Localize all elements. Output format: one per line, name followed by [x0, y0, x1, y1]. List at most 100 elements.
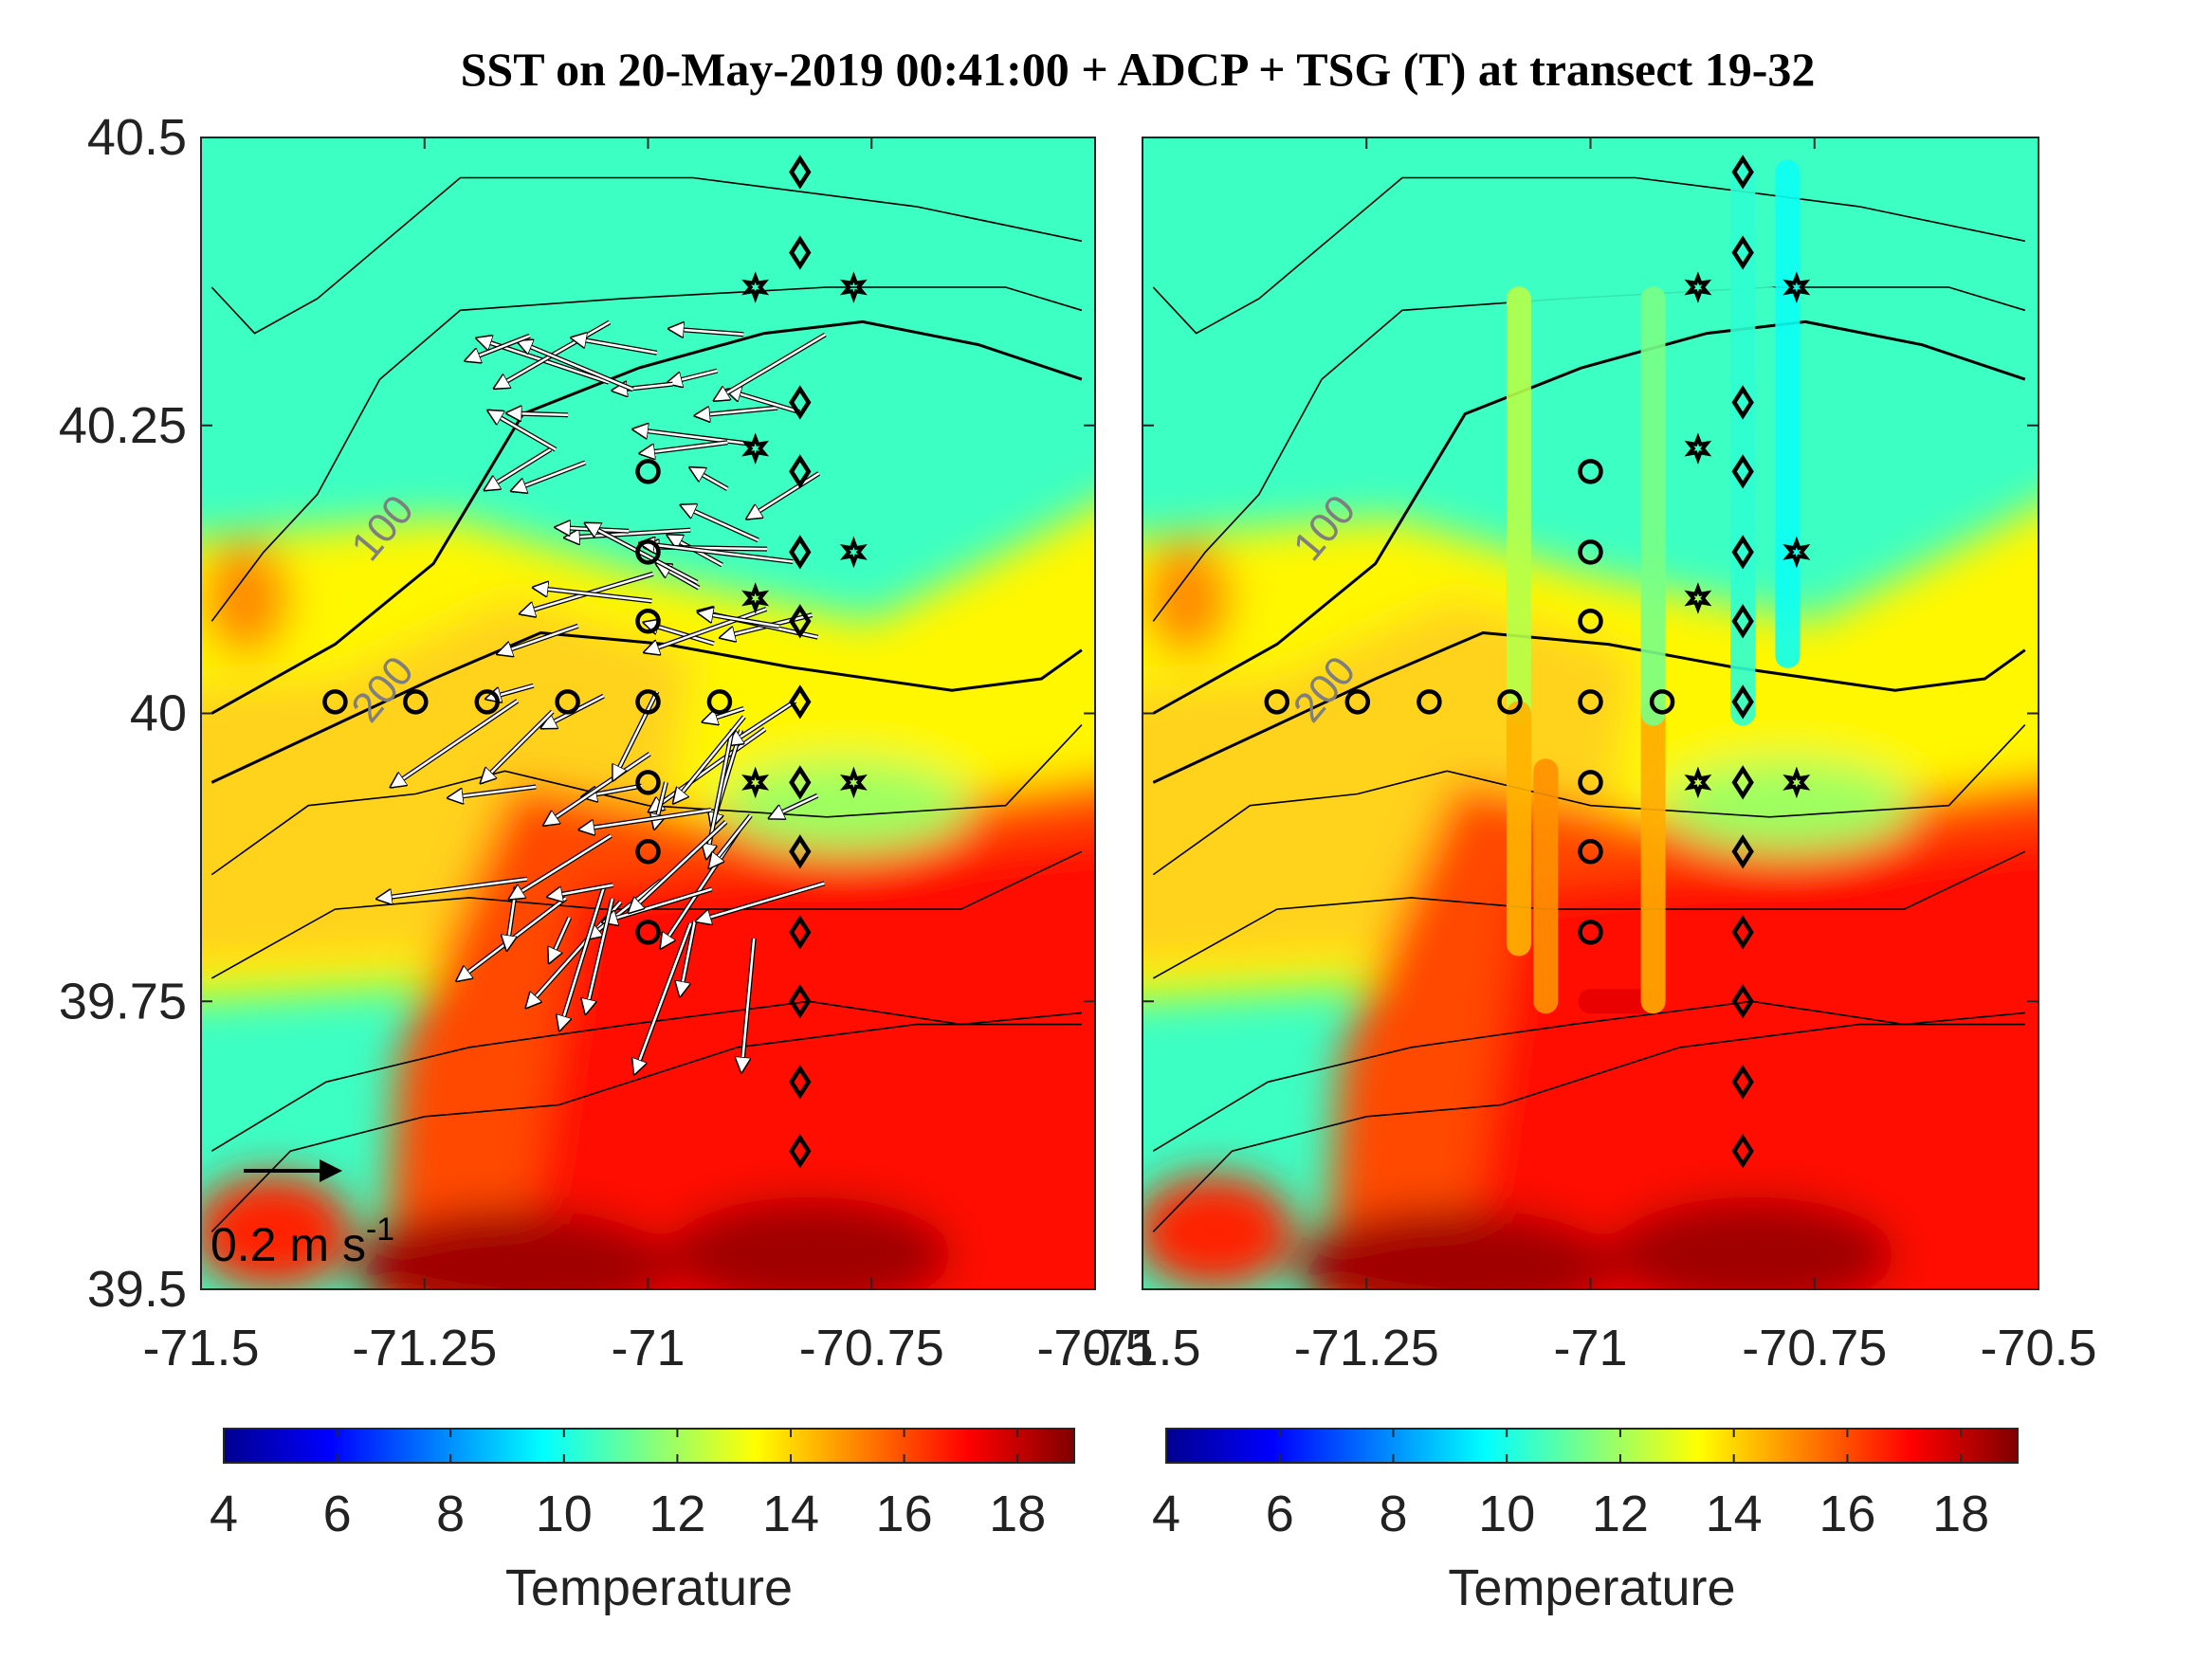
adcp-vector — [588, 879, 663, 939]
station-diamond — [1731, 604, 1754, 639]
sst-hot-spot — [1143, 1174, 1295, 1289]
station-circle — [635, 839, 661, 865]
adcp-vector — [657, 564, 700, 590]
station-circle — [635, 920, 661, 945]
station-star — [1782, 536, 1811, 569]
x-tick-label: -71.25 — [1294, 1320, 1439, 1376]
adcp-vector — [510, 834, 612, 899]
station-circle — [1497, 689, 1523, 715]
station-diamond — [1731, 454, 1754, 489]
adcp-vector — [378, 878, 528, 899]
isobath-line — [210, 850, 1083, 979]
station-star — [741, 432, 770, 465]
isobath-line — [210, 286, 1083, 622]
colorbar-gradient — [1165, 1428, 2019, 1464]
station-diamond — [1731, 1065, 1754, 1100]
adcp-vector — [641, 543, 794, 563]
isobath-line — [210, 724, 1083, 876]
adcp-vector — [674, 716, 745, 802]
adcp-vector — [580, 809, 712, 830]
station-diamond — [789, 984, 812, 1019]
colorbar-tick-label: 18 — [1932, 1486, 1989, 1542]
x-tick-label: -71 — [611, 1320, 685, 1376]
adcp-vector — [550, 917, 571, 962]
adcp-vectors — [378, 319, 827, 1073]
adcp-vector — [727, 391, 800, 413]
station-diamond — [1731, 155, 1754, 190]
station-diamond — [789, 915, 812, 950]
station-circle — [474, 689, 501, 715]
colorbar-tick-label: 10 — [1478, 1486, 1535, 1542]
station-circle — [1578, 770, 1603, 795]
station-diamond — [1731, 684, 1754, 720]
isobath-line — [1152, 176, 2025, 335]
colorbar-tick-label: 18 — [989, 1486, 1046, 1542]
station-diamond — [789, 1134, 812, 1169]
station-diamond — [789, 454, 812, 489]
bathymetry-contours — [210, 176, 1083, 1232]
sst-hot-spot — [353, 1208, 675, 1289]
station-diamond — [1731, 535, 1754, 570]
station-circle — [1264, 689, 1289, 715]
station-star — [1782, 271, 1811, 303]
adcp-vector — [548, 884, 613, 897]
station-star — [1684, 766, 1712, 799]
adcp-vector — [680, 921, 697, 995]
station-star — [1684, 432, 1712, 465]
y-tick-label: 40.5 — [87, 109, 187, 166]
colorbar-tick-label: 6 — [1266, 1486, 1294, 1542]
x-tick-label: -71.5 — [1084, 1320, 1200, 1376]
adcp-vector — [696, 408, 778, 415]
station-circle — [1578, 609, 1603, 634]
station-diamond — [789, 834, 812, 869]
x-tick-label: -70.5 — [1036, 1320, 1153, 1376]
adcp-vector — [729, 700, 796, 745]
isobath-line — [1152, 630, 2026, 784]
isobath-line — [1152, 319, 2026, 715]
station-diamond — [1731, 834, 1754, 869]
station-diamond — [1731, 235, 1754, 270]
station-star — [1684, 582, 1712, 614]
adcp-vector — [498, 625, 579, 653]
adcp-vector — [613, 384, 673, 391]
adcp-vector — [747, 472, 820, 518]
x-axis: -71.5 -71.25 -71 -70.75 -70.5 — [142, 137, 1154, 1376]
station-star — [1782, 766, 1811, 799]
x-tick-label: -71 — [1553, 1320, 1627, 1376]
sst-cool-patch — [1662, 759, 1913, 852]
adcp-vector — [715, 333, 827, 400]
colorbar-tick-label: 12 — [1592, 1486, 1649, 1542]
station-circle — [1578, 920, 1603, 945]
chart-title: SST on 20-May-2019 00:41:00 + ADCP + TSG… — [461, 43, 1816, 96]
y-tick-label: 40.25 — [59, 397, 187, 454]
colorbar-gradient — [223, 1428, 1075, 1464]
isobath-line — [210, 319, 1083, 715]
colorbar-tick-label: 16 — [876, 1486, 933, 1542]
x-axis: -71.5 -71.25 -71 -70.75 -70.5 — [1084, 137, 2097, 1376]
isobath-line — [1152, 1023, 2025, 1232]
adcp-vector — [741, 938, 756, 1071]
adcp-vector — [518, 341, 634, 391]
colorbar-tick-label: 10 — [536, 1486, 593, 1542]
station-diamond — [789, 385, 812, 420]
sst-field — [201, 137, 1095, 1289]
station-circle — [635, 689, 661, 715]
adcp-vector — [559, 886, 606, 1030]
station-circle — [635, 770, 661, 795]
station-diamond — [1731, 1134, 1754, 1169]
adcp-vector — [507, 413, 569, 415]
sst-warm-patch — [1143, 540, 1233, 656]
y-axis: 40.5 40.25 40 39.75 39.5 — [59, 109, 1095, 1318]
adcp-vector — [699, 612, 779, 628]
x-tick-label: -71.5 — [142, 1320, 259, 1376]
adcp-vector — [392, 700, 519, 786]
adcp-vector — [645, 608, 767, 651]
station-circle — [555, 689, 580, 715]
adcp-vector — [482, 710, 554, 783]
adcp-vector — [649, 728, 766, 811]
stations — [322, 155, 868, 1169]
adcp-vector — [634, 429, 755, 446]
